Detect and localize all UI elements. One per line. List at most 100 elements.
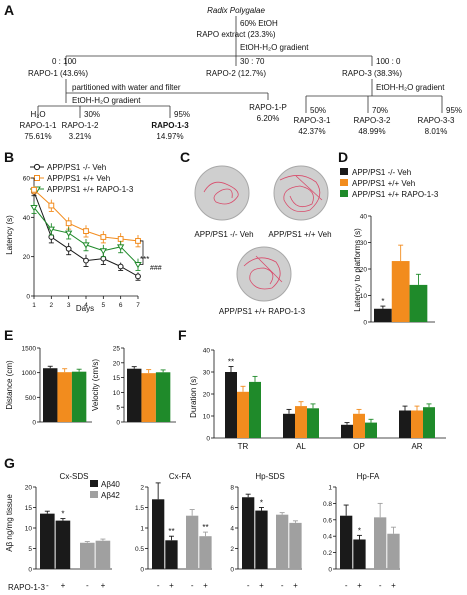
g0-annot: * [61, 510, 64, 519]
g2-ytick-label: 4 [230, 526, 234, 533]
g2-ytick-label: 8 [230, 485, 234, 492]
g2-bar-1 [255, 510, 268, 569]
e-distance-ytick-label: 1500 [22, 346, 37, 353]
g3-ytick-label: 0.8 [323, 501, 332, 508]
g0-ytick-label: 20 [25, 485, 33, 492]
f-bar-AR-1 [411, 410, 423, 438]
g1-bar-0 [152, 499, 165, 569]
b-point [99, 248, 108, 255]
f-category-label: TR [238, 442, 249, 451]
g3-ytick-label: 0 [328, 567, 332, 574]
g-xlabel: RAPO-1-3 [8, 583, 45, 592]
g1-ytick-label: 1 [140, 526, 144, 533]
d-ytick-label: 10 [360, 293, 368, 300]
g-title-3: Hp-FA [357, 472, 380, 481]
panel-b-legend: APP/PS1 -/- Veh APP/PS1 +/+ Veh APP/PS1 … [30, 163, 134, 194]
g1-annot: ** [168, 527, 174, 536]
g-legend-ab42: Aβ42 [101, 491, 120, 500]
b-point [134, 262, 142, 269]
d-legend-rapo: APP/PS1 +/+ RAPO-1-3 [352, 190, 439, 199]
e-distance-bar-1 [57, 372, 72, 422]
b-ylabel: Latency (s) [5, 215, 14, 255]
g1-group-label: + [203, 581, 208, 590]
b-point [47, 226, 56, 233]
d-ylabel: Latency to platforms (s) [353, 228, 362, 312]
g1-ytick-label: 0 [140, 567, 144, 574]
d-legend-veh: APP/PS1 +/+ Veh [352, 179, 415, 188]
rapo12-name: RAPO-1-2 [62, 121, 99, 130]
d-bar-1 [391, 261, 410, 322]
b-xtick-label: 1 [32, 302, 36, 309]
g2-bar-0 [242, 497, 255, 569]
c-caption-rapo: APP/PS1 +/+ RAPO-1-3 [219, 307, 306, 316]
g2-ytick-label: 2 [230, 546, 234, 553]
rapo1-pct-30: 30% [84, 110, 100, 119]
rapo1p-value: 6.20% [257, 114, 280, 123]
b-legend-ko: APP/PS1 -/- Veh [47, 163, 106, 172]
f-bar-TR-1 [237, 391, 249, 438]
g1-ytick-label: 0.5 [135, 546, 144, 553]
e-distance-bar-2 [71, 371, 87, 422]
f-bar-AL-1 [295, 406, 307, 438]
b-ytick-label: 0 [26, 294, 30, 301]
rapo33-value: 8.01% [425, 127, 448, 136]
panel-d-legend: APP/PS1 -/- Veh APP/PS1 +/+ Veh APP/PS1 … [340, 168, 439, 199]
g1-annot: ** [202, 523, 208, 532]
rapo12-value: 3.21% [69, 132, 92, 141]
g3-group-label: - [379, 581, 382, 590]
tree-gradient2: EtOH-H₂O gradient [72, 96, 141, 105]
f-bar-AL-2 [307, 408, 319, 438]
g0-bar-0 [40, 513, 55, 569]
b-annot-hash: ### [150, 265, 162, 272]
d-bar-2 [409, 284, 428, 322]
g2-ytick-label: 0 [230, 567, 234, 574]
tree-step1: 60% EtOH [240, 19, 278, 28]
g0-group-label: + [61, 581, 66, 590]
g2-annot: * [260, 499, 263, 508]
rapo11-value: 75.61% [24, 132, 51, 141]
e-velocity-bar-2 [155, 372, 171, 422]
b-annot-stars: *** [140, 255, 149, 264]
fraction-rapo1: RAPO-1 (43.6%) [28, 69, 88, 78]
partition-step: partitioned with water and filter [72, 83, 181, 92]
g1-bar-3 [199, 536, 212, 569]
rapo1-pct-95: 95% [174, 110, 190, 119]
e-velocity-ytick-label: 5 [116, 405, 120, 412]
swim-path-ko [203, 181, 239, 205]
f-ytick-label: 0 [206, 436, 210, 443]
e-velocity-ytick-label: 0 [116, 420, 120, 427]
g1-group-label: - [191, 581, 194, 590]
g-title-2: Hp-SDS [255, 472, 284, 481]
panel-b-chart: Latency (s) Days *** ### 0 20 40 60 1 2 3 4 5 6 7 [5, 176, 162, 314]
panel-c: APP/PS1 -/- Veh APP/PS1 +/+ Veh APP/PS1 … [194, 165, 332, 316]
d-legend-ko: APP/PS1 -/- Veh [352, 168, 411, 177]
rapo31-name: RAPO-3-1 [294, 116, 331, 125]
e-velocity-ytick-label: 10 [113, 390, 121, 397]
b-xtick-label: 5 [102, 302, 106, 309]
g-ylabel: Aβ ng/mg tissue [5, 494, 14, 552]
rapo31-value: 42.37% [298, 127, 325, 136]
legend-swatch-veh [340, 179, 348, 186]
g1-bar-2 [186, 515, 199, 569]
d-bar-0 [374, 308, 392, 322]
b-point [31, 186, 37, 193]
g-title-1: Cx-FA [169, 472, 192, 481]
f-bar-TR-0 [225, 372, 237, 438]
pool-rapo [236, 246, 292, 302]
pool-ko [194, 165, 250, 221]
g1-group-label: - [157, 581, 160, 590]
g3-ytick-label: 0.4 [323, 534, 332, 541]
b-xtick-label: 7 [136, 302, 140, 309]
g2-bar-2 [276, 514, 289, 569]
f-ytick-label: 10 [203, 414, 211, 421]
b-xtick-label: 2 [50, 302, 54, 309]
b-point [135, 238, 141, 244]
f-category-label: AR [411, 442, 422, 451]
g0-bar-1 [55, 520, 71, 569]
panel-b-label: B [4, 149, 14, 165]
f-ytick-label: 30 [203, 370, 211, 377]
g3-annot: * [358, 526, 361, 535]
